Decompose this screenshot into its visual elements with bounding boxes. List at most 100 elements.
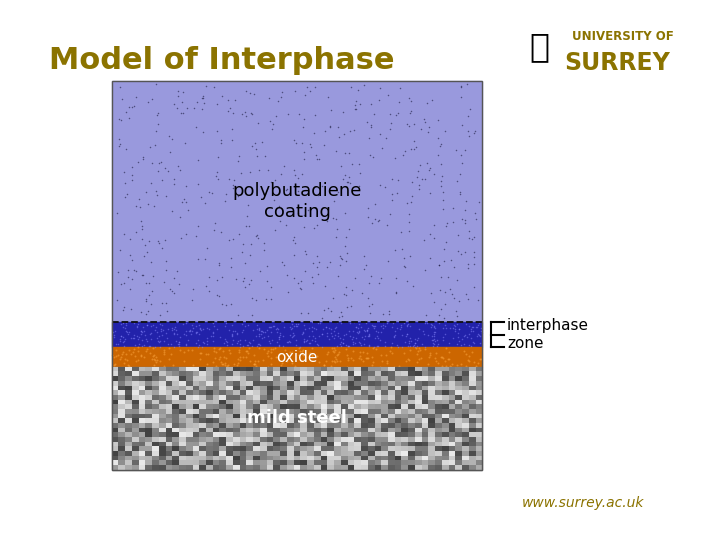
Bar	[328, 433, 334, 437]
Point	[374, 84, 386, 92]
Bar	[118, 461, 125, 465]
Point	[311, 263, 323, 272]
Point	[125, 350, 136, 359]
Point	[163, 131, 174, 140]
Point	[443, 348, 454, 356]
Point	[213, 355, 225, 364]
Point	[316, 330, 328, 339]
Point	[236, 247, 248, 256]
Bar	[132, 367, 138, 372]
Bar	[220, 386, 226, 390]
Bar	[307, 367, 314, 372]
Bar	[449, 428, 456, 433]
Point	[196, 104, 207, 113]
Bar	[280, 447, 287, 451]
Bar	[300, 386, 307, 390]
Bar	[166, 451, 172, 456]
Point	[240, 353, 251, 361]
Bar	[348, 465, 354, 470]
Bar	[354, 409, 361, 414]
Bar	[152, 400, 159, 404]
Bar	[206, 456, 212, 461]
Point	[312, 341, 324, 349]
Bar	[442, 390, 449, 395]
Bar	[462, 386, 469, 390]
Point	[117, 338, 129, 346]
Bar	[408, 465, 415, 470]
Bar	[118, 423, 125, 428]
Point	[401, 329, 413, 338]
Bar	[199, 451, 206, 456]
Point	[140, 188, 152, 197]
Bar	[408, 404, 415, 409]
Point	[440, 357, 451, 366]
Point	[296, 347, 307, 355]
Bar	[233, 386, 240, 390]
Point	[322, 263, 333, 272]
Bar	[415, 390, 422, 395]
Point	[207, 337, 219, 346]
Bar	[132, 465, 138, 470]
Bar	[415, 418, 422, 423]
Point	[419, 343, 431, 352]
Bar	[462, 376, 469, 381]
Point	[155, 327, 166, 335]
Point	[267, 119, 279, 128]
Point	[252, 357, 264, 366]
Point	[432, 340, 444, 348]
Point	[353, 328, 364, 336]
Point	[304, 349, 315, 357]
Bar	[314, 404, 320, 409]
Bar	[442, 418, 449, 423]
Point	[356, 289, 367, 298]
Point	[395, 84, 406, 92]
Bar	[112, 386, 118, 390]
Bar	[314, 437, 320, 442]
Bar	[408, 414, 415, 418]
Point	[356, 355, 367, 364]
Bar	[408, 447, 415, 451]
Point	[334, 252, 346, 261]
Point	[186, 327, 197, 335]
Bar	[307, 433, 314, 437]
Point	[271, 324, 283, 333]
Bar	[112, 428, 118, 433]
Bar	[341, 465, 348, 470]
Text: Model of Interphase: Model of Interphase	[49, 46, 395, 75]
Point	[118, 230, 130, 238]
Point	[229, 96, 240, 104]
Point	[351, 327, 363, 336]
Bar	[395, 451, 402, 456]
Bar	[341, 390, 348, 395]
Bar	[422, 423, 428, 428]
Point	[142, 345, 153, 353]
Point	[159, 236, 171, 245]
Bar	[442, 461, 449, 465]
Point	[361, 326, 373, 334]
Bar	[159, 381, 166, 386]
Point	[146, 159, 158, 167]
Bar	[166, 447, 172, 451]
Point	[289, 322, 300, 330]
Point	[333, 123, 344, 131]
Bar	[166, 372, 172, 376]
Bar	[307, 409, 314, 414]
Point	[177, 320, 189, 328]
Point	[286, 348, 297, 357]
Point	[369, 200, 381, 209]
Point	[340, 233, 351, 241]
Bar	[152, 465, 159, 470]
Point	[264, 94, 275, 103]
Bar	[199, 395, 206, 400]
Bar	[226, 400, 233, 404]
Point	[265, 322, 276, 331]
Bar	[469, 456, 476, 461]
Bar	[274, 395, 280, 400]
Point	[284, 348, 296, 356]
Bar	[294, 386, 300, 390]
Point	[349, 104, 361, 113]
Bar	[374, 409, 382, 414]
Point	[168, 288, 179, 297]
Point	[441, 221, 452, 230]
Bar	[212, 447, 220, 451]
